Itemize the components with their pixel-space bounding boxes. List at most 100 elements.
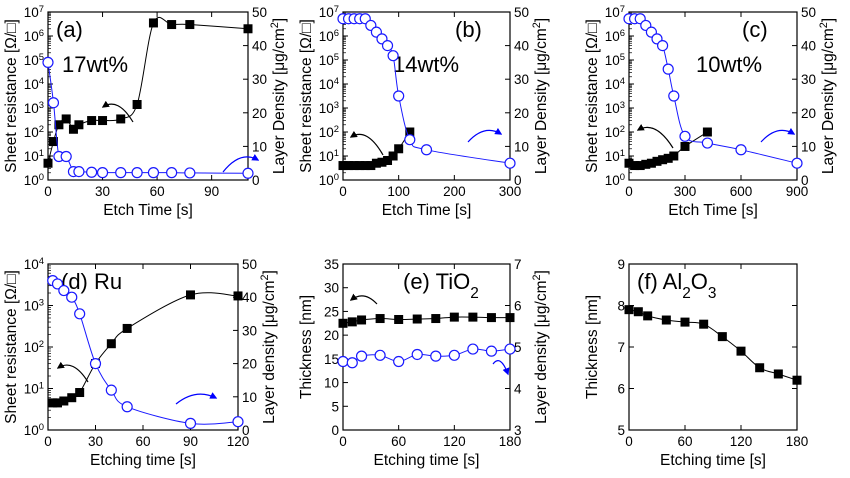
data-point-square xyxy=(98,116,108,126)
y2-tick-label: 6 xyxy=(514,299,522,314)
y2-tick-label: 10 xyxy=(242,390,257,405)
panel-title: (b) xyxy=(455,17,482,42)
chart-panel-1: 0 30 60 90 100 101 102 103 104 105 106 107 0 10 20 30 40… xyxy=(3,4,288,220)
x-tick-label: 0 xyxy=(625,434,633,449)
x-tick-label: 900 xyxy=(786,184,809,199)
arrow-to-right-axis xyxy=(222,154,260,173)
y-tick-label: 15 xyxy=(324,352,339,367)
y-tick-label: 5 xyxy=(331,399,339,414)
y-tick-label: 30 xyxy=(324,281,339,296)
x-tick-label: 300 xyxy=(674,184,697,199)
x-tick-label: 60 xyxy=(391,434,406,449)
data-point-square xyxy=(347,317,357,327)
y-tick-label: 101 xyxy=(605,148,625,165)
left-series-line xyxy=(342,316,511,324)
x-axis-label: Etching time [s] xyxy=(660,452,766,469)
data-point-circle xyxy=(147,167,160,179)
data-point-square xyxy=(54,120,64,130)
y-tick-label: 35 xyxy=(324,257,339,272)
data-point-square xyxy=(186,290,195,300)
y-tick-label: 100 xyxy=(24,422,44,439)
data-point-circle xyxy=(448,349,460,361)
arrow-to-left-axis xyxy=(636,124,674,149)
data-point-square xyxy=(116,114,126,124)
y2-tick-label: 50 xyxy=(801,5,816,20)
data-point-square xyxy=(357,315,367,325)
data-point-square xyxy=(646,158,656,168)
data-point-square xyxy=(167,20,177,30)
panel-title: (f) Al2O3 xyxy=(637,269,716,302)
y-tick-label: 7 xyxy=(617,340,625,355)
x-tick-label: 30 xyxy=(95,184,110,199)
arrow-to-right-axis xyxy=(760,127,796,143)
data-point-circle xyxy=(58,284,70,297)
data-point-square xyxy=(505,313,515,323)
data-point-square xyxy=(388,151,398,161)
panel-title: (d) Ru xyxy=(61,269,122,294)
y-axis-label: Sheet resistance [Ω/□] xyxy=(3,270,20,424)
data-point-square xyxy=(338,318,348,328)
data-point-circle xyxy=(430,350,442,362)
data-point-square xyxy=(43,158,53,168)
y2-tick-label: 4 xyxy=(514,382,522,397)
data-point-square xyxy=(75,388,85,398)
y2-tick-label: 10 xyxy=(514,139,529,154)
right-series-line xyxy=(52,280,239,425)
y-tick-label: 101 xyxy=(24,380,44,397)
data-point-square xyxy=(349,161,359,171)
x-axis-label: Etching time [s] xyxy=(90,452,196,469)
y2-tick-label: 10 xyxy=(252,139,267,154)
y-tick-label: 102 xyxy=(24,339,44,356)
data-point-square xyxy=(643,311,653,321)
data-point-circle xyxy=(662,63,674,75)
arrow-to-right-axis xyxy=(467,127,503,143)
arrow-to-left-axis xyxy=(101,100,134,123)
data-point-square xyxy=(412,314,422,324)
y-tick-label: 107 xyxy=(24,4,44,21)
plot-frame xyxy=(628,11,798,181)
y2-axis-label: Layer density [μg/cm2] xyxy=(259,270,278,424)
data-point-square xyxy=(663,153,673,163)
data-point-circle xyxy=(381,39,394,52)
y2-tick-label: 30 xyxy=(242,323,257,338)
y2-tick-label: 0 xyxy=(801,173,809,188)
arrow-to-right-axis xyxy=(175,392,218,405)
data-point-circle xyxy=(668,90,680,102)
data-point-square xyxy=(792,375,802,385)
x-tick-label: 180 xyxy=(499,434,522,449)
panel-title: (e) TiO2 xyxy=(403,269,479,302)
y2-axis-label: Layer density [μg/cm2] xyxy=(531,270,550,424)
data-point-circle xyxy=(74,308,86,320)
data-point-square xyxy=(736,346,746,356)
y-tick-label: 0 xyxy=(331,423,339,438)
x-tick-label: 120 xyxy=(227,434,250,449)
y-axis-label: Thickness [nm] xyxy=(584,295,601,399)
y2-tick-label: 20 xyxy=(252,106,267,121)
x-tick-label: 200 xyxy=(443,184,466,199)
y-axis-label: Thickness [nm] xyxy=(298,295,315,399)
data-point-square xyxy=(338,161,348,171)
data-point-square xyxy=(773,369,783,379)
y2-tick-label: 3 xyxy=(514,423,522,438)
y-tick-label: 102 xyxy=(605,124,625,141)
y2-tick-label: 10 xyxy=(801,139,816,154)
left-series-line xyxy=(628,309,798,381)
data-point-square xyxy=(61,114,71,124)
y-tick-label: 104 xyxy=(24,76,44,93)
y2-tick-label: 40 xyxy=(801,39,816,54)
x-axis-label: Etching time [s] xyxy=(374,452,480,469)
data-point-square xyxy=(661,315,671,325)
data-point-square xyxy=(755,363,765,373)
arrow-to-left-axis xyxy=(56,361,89,383)
y-tick-label: 105 xyxy=(319,52,339,69)
data-point-square xyxy=(680,141,690,151)
x-tick-label: 180 xyxy=(786,434,809,449)
x-tick-label: 60 xyxy=(150,184,165,199)
data-point-square xyxy=(641,159,651,169)
data-point-square xyxy=(48,398,58,408)
y2-tick-label: 0 xyxy=(242,423,250,438)
x-tick-label: 100 xyxy=(387,184,410,199)
x-tick-label: 120 xyxy=(443,434,466,449)
data-point-square xyxy=(132,99,142,109)
data-point-square xyxy=(635,161,645,171)
